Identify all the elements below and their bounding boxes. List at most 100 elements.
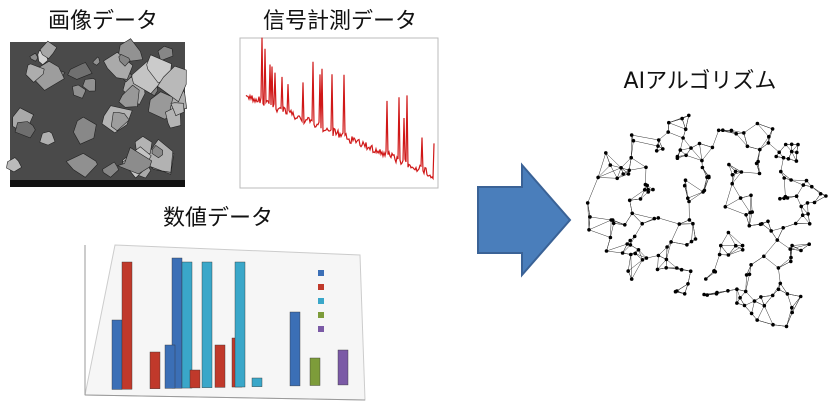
network-edge bbox=[751, 195, 752, 212]
bar-shape bbox=[202, 262, 212, 388]
network-edge bbox=[702, 147, 713, 160]
network-node bbox=[727, 163, 731, 167]
network-node bbox=[680, 117, 684, 121]
network-node bbox=[684, 178, 688, 182]
network-node bbox=[637, 248, 641, 252]
network-edge bbox=[777, 240, 790, 249]
network-node bbox=[656, 144, 660, 148]
legend-swatch bbox=[318, 312, 324, 318]
network-edge bbox=[725, 207, 746, 215]
network-node bbox=[806, 201, 810, 205]
network-node bbox=[788, 247, 792, 251]
network-edge bbox=[744, 124, 758, 133]
network-node bbox=[719, 244, 723, 248]
network-node bbox=[657, 216, 661, 220]
network-node bbox=[683, 184, 687, 188]
output-label: AIアルゴリズム bbox=[624, 69, 777, 94]
network-edge bbox=[732, 184, 740, 198]
bar-shape bbox=[235, 262, 245, 387]
network-edge bbox=[815, 196, 826, 203]
network-node bbox=[687, 114, 691, 118]
bar-shape bbox=[215, 345, 225, 387]
network-node bbox=[630, 133, 634, 137]
network-node bbox=[739, 196, 743, 200]
network-node bbox=[681, 136, 685, 140]
network-node bbox=[786, 292, 790, 296]
network-edge bbox=[588, 177, 598, 203]
network-node bbox=[596, 176, 600, 180]
legend-swatch bbox=[318, 298, 324, 304]
legend-swatch bbox=[318, 284, 324, 290]
network-edge bbox=[677, 284, 688, 291]
network-node bbox=[630, 212, 634, 216]
network-edge bbox=[700, 144, 713, 148]
network-edge bbox=[757, 306, 764, 320]
network-node bbox=[690, 240, 694, 244]
network-node bbox=[621, 251, 625, 255]
network-edge bbox=[712, 130, 718, 147]
network-node bbox=[698, 142, 702, 146]
network-node bbox=[771, 323, 775, 327]
network-edge bbox=[628, 260, 642, 271]
network-node bbox=[615, 177, 619, 181]
network-node bbox=[641, 258, 645, 262]
network-node bbox=[776, 238, 780, 242]
network-node bbox=[734, 170, 738, 174]
network-edge bbox=[750, 195, 751, 212]
network-node bbox=[628, 239, 632, 243]
network-node bbox=[705, 293, 709, 297]
network-node bbox=[588, 215, 592, 219]
network-node bbox=[790, 244, 794, 248]
network-edge bbox=[728, 233, 742, 246]
network-edge bbox=[633, 141, 658, 146]
network-node bbox=[781, 226, 785, 230]
network-node bbox=[678, 222, 682, 226]
network-node bbox=[629, 156, 633, 160]
network-node bbox=[664, 266, 668, 270]
network-node bbox=[655, 149, 659, 153]
network-node bbox=[730, 129, 734, 133]
network-edge bbox=[778, 268, 780, 284]
network-node bbox=[760, 222, 764, 226]
network-edge bbox=[606, 153, 611, 165]
bar-shape bbox=[338, 350, 348, 385]
network-node bbox=[609, 236, 613, 240]
network-node bbox=[656, 268, 660, 272]
network-edge bbox=[741, 172, 759, 174]
network-edge bbox=[792, 297, 801, 313]
network-edge bbox=[787, 294, 791, 308]
network-edge bbox=[792, 297, 801, 308]
network-node bbox=[813, 201, 817, 205]
network-node bbox=[731, 173, 735, 177]
network-edge bbox=[683, 138, 691, 148]
network-edge bbox=[768, 143, 779, 152]
network-node bbox=[799, 249, 803, 253]
network-node bbox=[738, 296, 742, 300]
bar-shape bbox=[112, 320, 122, 389]
network-node bbox=[753, 299, 757, 303]
network-node bbox=[634, 252, 638, 256]
network-node bbox=[691, 222, 695, 226]
network-edge bbox=[741, 198, 751, 213]
brain-network bbox=[586, 114, 828, 329]
network-node bbox=[756, 160, 760, 164]
network-node bbox=[789, 260, 793, 264]
network-node bbox=[790, 306, 794, 310]
network-edge bbox=[751, 256, 764, 265]
network-node bbox=[657, 138, 661, 142]
network-node bbox=[702, 293, 706, 297]
network-node bbox=[741, 248, 745, 252]
network-node bbox=[774, 155, 778, 159]
network-node bbox=[630, 277, 634, 281]
network-edge bbox=[778, 258, 791, 268]
network-node bbox=[784, 143, 788, 147]
network-node bbox=[612, 222, 616, 226]
network-edge bbox=[693, 224, 696, 239]
network-node bbox=[777, 151, 781, 155]
network-node bbox=[645, 184, 649, 188]
network-edge bbox=[658, 247, 667, 256]
network-node bbox=[715, 292, 719, 296]
network-edge bbox=[728, 233, 735, 246]
network-edge bbox=[752, 301, 755, 313]
network-edge bbox=[645, 167, 646, 184]
